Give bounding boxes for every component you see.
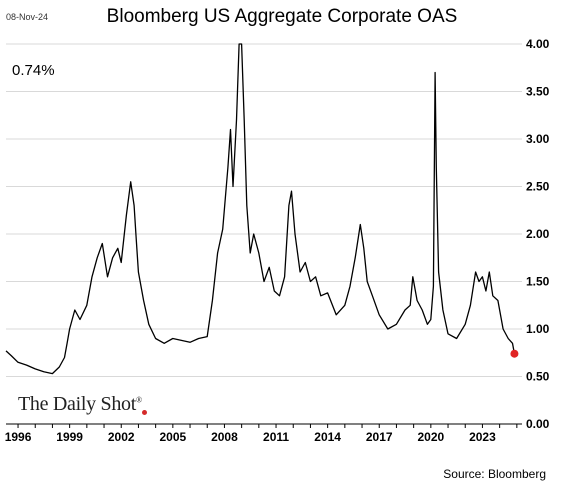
x-tick-label: 2023 xyxy=(469,430,496,444)
y-tick-label: 1.00 xyxy=(526,322,550,336)
x-tick-label: 1996 xyxy=(5,430,32,444)
x-tick-label: 1999 xyxy=(56,430,83,444)
gridlines xyxy=(6,43,522,425)
y-axis: 0.00 0.50 1.00 1.50 2.00 2.50 3.00 3.50 4.00 xyxy=(526,37,550,431)
x-tick-label: 2005 xyxy=(159,430,186,444)
date-stamp: 08-Nov-24 xyxy=(6,12,49,22)
x-axis: 1996 1999 2002 2005 2008 2011 2014 2017 2020 2023 xyxy=(5,423,522,444)
y-tick-label: 0.50 xyxy=(526,370,550,384)
x-tick-label: 2002 xyxy=(108,430,135,444)
oas-series-line xyxy=(5,43,516,375)
current-value-label: 0.74% xyxy=(12,62,55,79)
y-tick-label: 2.00 xyxy=(526,227,550,241)
brand-name: The Daily Shot xyxy=(18,393,137,415)
last-value-marker xyxy=(510,349,519,358)
y-tick-label: 4.00 xyxy=(526,37,550,51)
x-tick-label: 2011 xyxy=(263,430,289,444)
brand-reg-mark: ® xyxy=(136,395,142,405)
y-tick-label: 2.50 xyxy=(526,180,550,194)
y-tick-label: 3.50 xyxy=(526,85,550,99)
chart-title: Bloomberg US Aggregate Corporate OAS xyxy=(106,6,458,27)
y-tick-label: 3.00 xyxy=(526,132,550,146)
x-tick-label: 2014 xyxy=(314,430,341,444)
brand-logo: The Daily Shot® xyxy=(18,393,142,416)
source-label: Source: Bloomberg xyxy=(443,467,546,481)
y-tick-label: 1.50 xyxy=(526,275,550,289)
x-tick-label: 2008 xyxy=(211,430,238,444)
y-tick-label: 0.00 xyxy=(526,417,550,431)
x-tick-label: 2020 xyxy=(417,430,444,444)
x-tick-label: 2017 xyxy=(366,430,393,444)
brand-dot xyxy=(142,410,147,415)
